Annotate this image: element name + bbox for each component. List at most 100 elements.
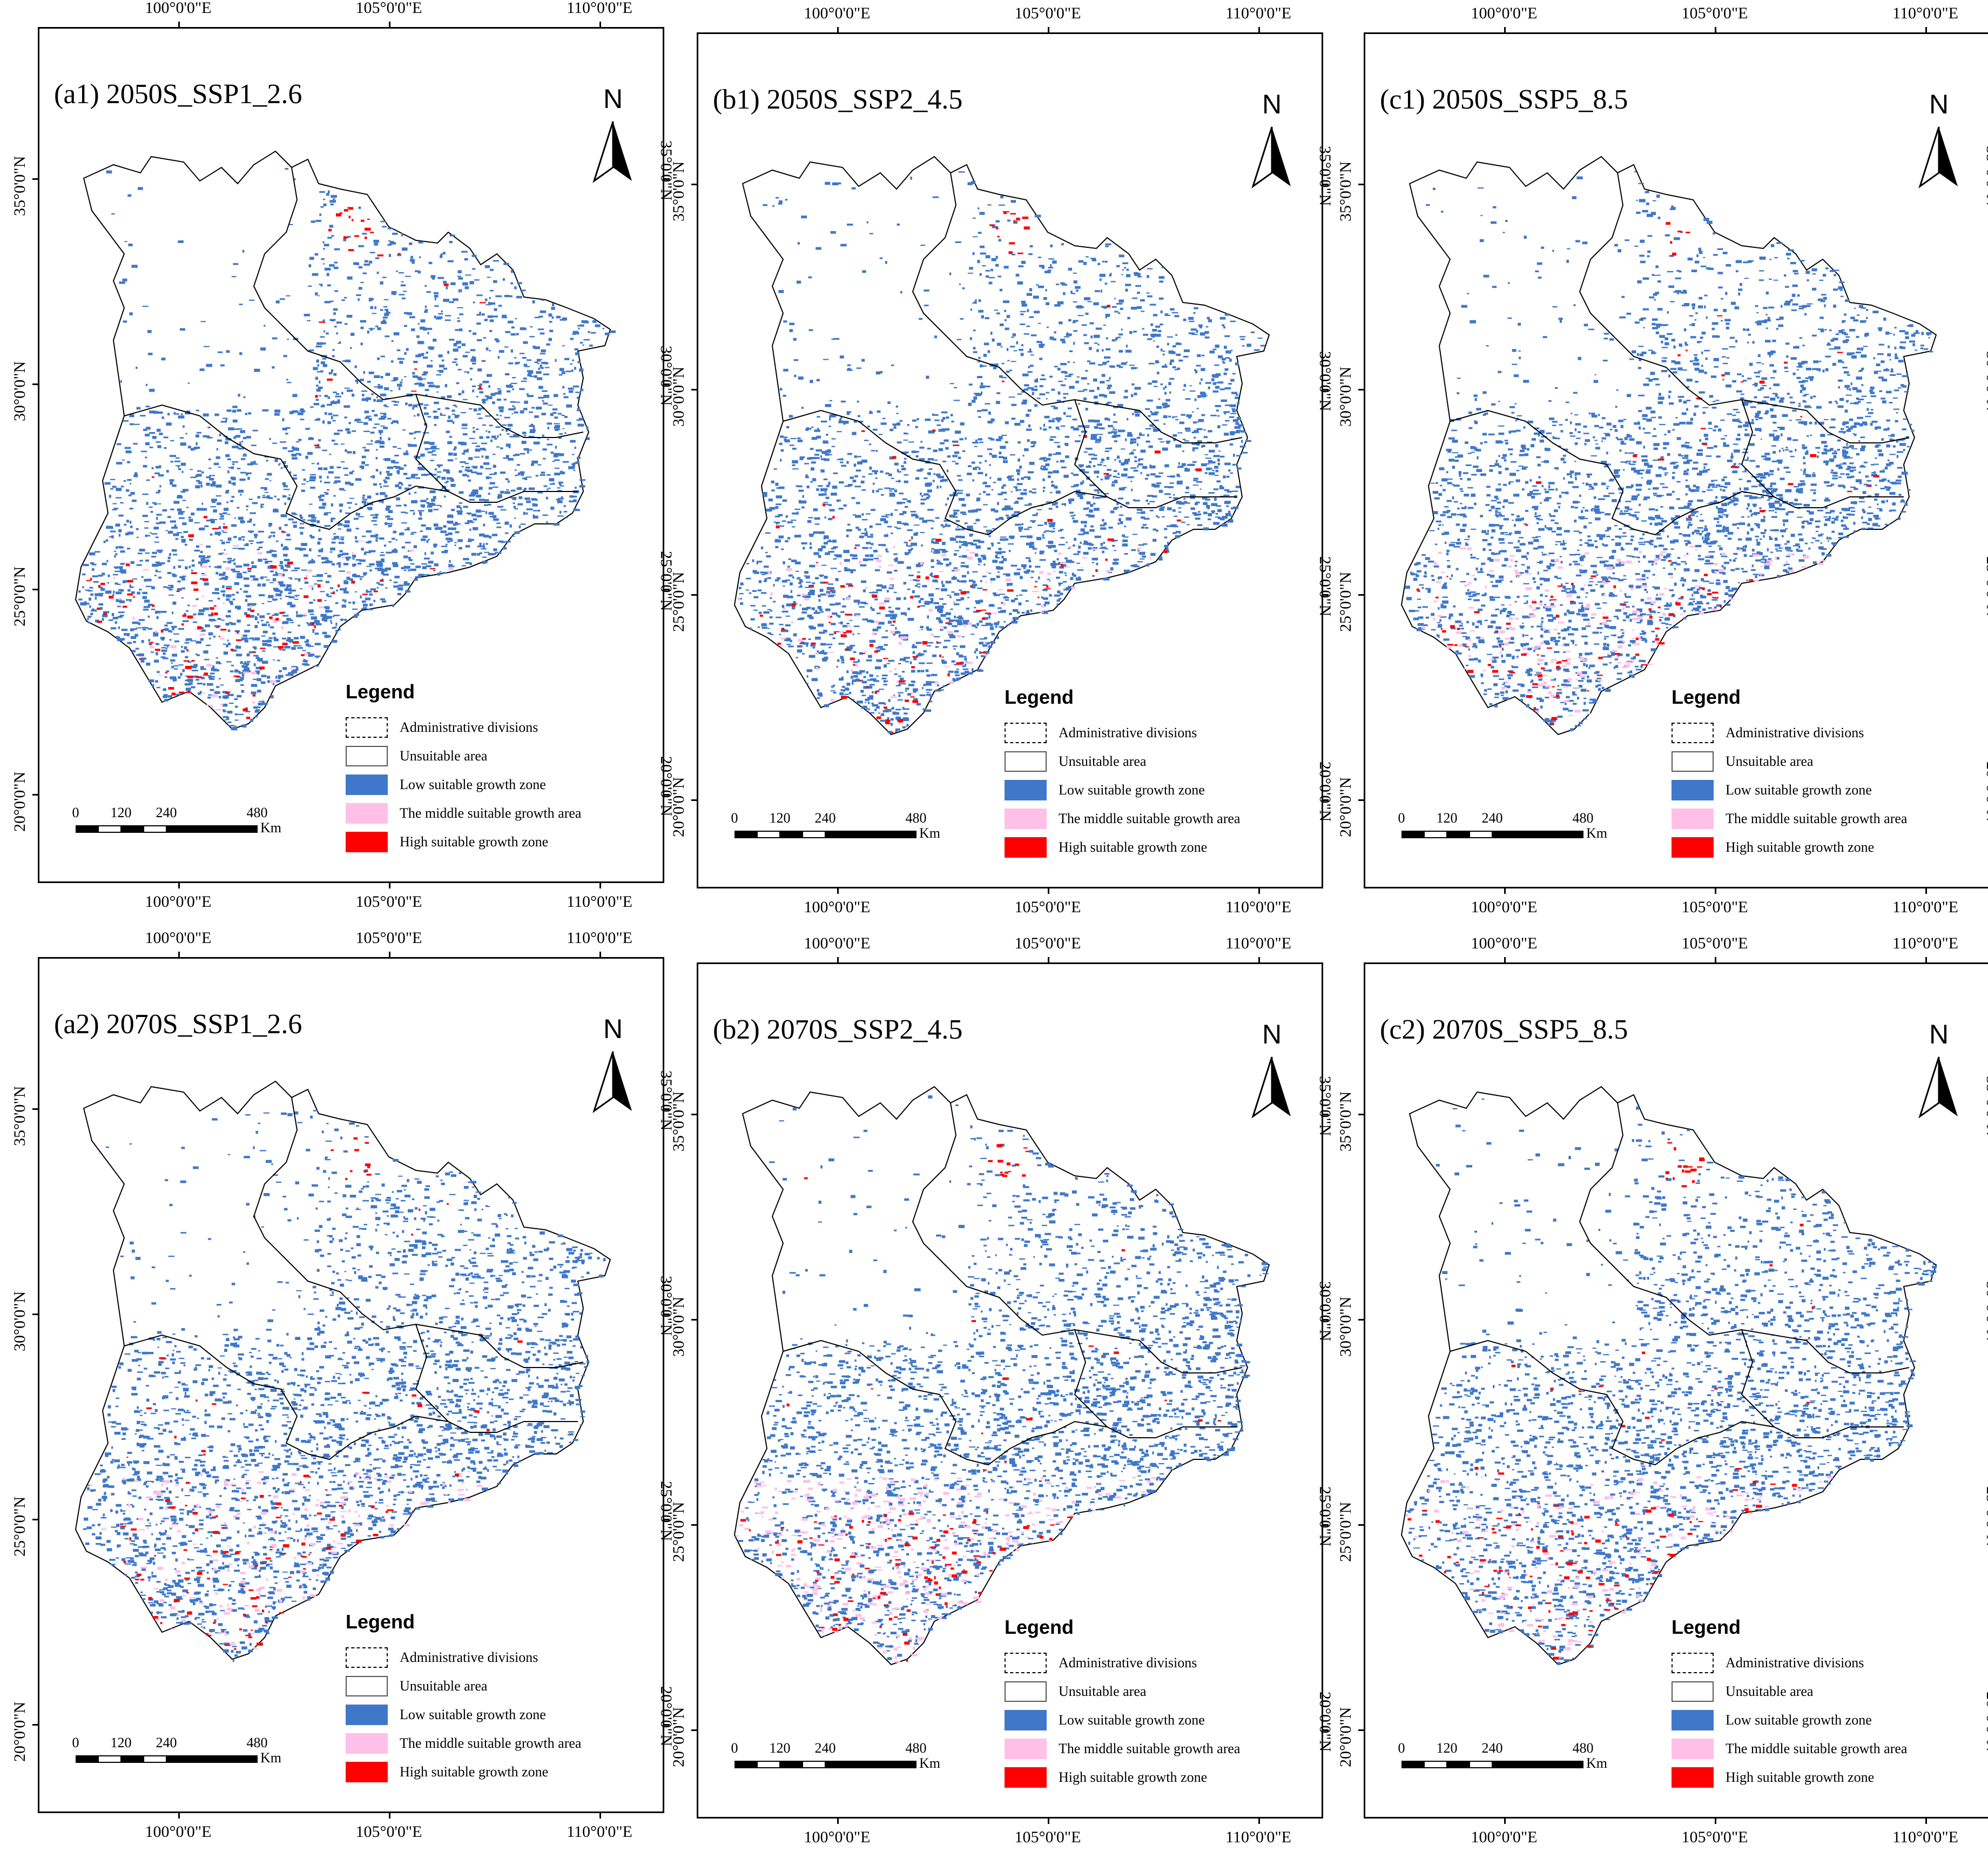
legend-label: High suitable growth zone: [400, 833, 549, 850]
legend-item: High suitable growth zone: [1005, 1763, 1307, 1792]
latitude-tick: [1322, 1524, 1329, 1526]
scale-tick-label: 120: [769, 810, 791, 826]
scale-bar: 0 120 240 480 Km: [1398, 810, 1628, 843]
latitude-tick: [1358, 1114, 1365, 1115]
scale-tick-label: 240: [156, 1735, 177, 1750]
longitude-label-bottom: 100°0'0"E: [804, 1828, 871, 1846]
legend-swatch: [346, 1761, 388, 1782]
legend-item: The middle suitable growth area: [1005, 1734, 1307, 1763]
latitude-tick: [663, 1108, 670, 1110]
legend-label: Administrative divisions: [400, 719, 538, 735]
legend-item: Unsuitable area: [1005, 747, 1307, 776]
legend-swatch: [346, 1733, 388, 1754]
legend-label: High suitable growth zone: [1059, 839, 1208, 855]
legend-label: The middle suitable growth area: [1059, 810, 1241, 826]
longitude-tick: [1925, 27, 1927, 33]
scale-tick-label: 120: [110, 1735, 132, 1750]
scale-bar-graphic: [76, 825, 258, 833]
longitude-tick: [1504, 887, 1506, 894]
legend-title: Legend: [1005, 1616, 1074, 1638]
latitude-label-left: 20°0'0"N: [11, 1701, 29, 1762]
map-panel-b1: 100°0'0"E 100°0'0"E 105°0'0"E 105°0'0"E 110°…: [670, 4, 1334, 916]
legend-swatch: [1005, 1681, 1047, 1702]
legend-swatch: [1672, 808, 1714, 829]
scale-unit: Km: [260, 820, 281, 836]
longitude-tick: [837, 27, 839, 33]
legend-item: High suitable growth zone: [1005, 833, 1307, 861]
legend-label: Unsuitable area: [400, 1678, 488, 1694]
latitude-label-left: 25°0'0"N: [1337, 571, 1354, 632]
latitude-label-left: 35°0'0"N: [670, 161, 688, 221]
legend-swatch: [1005, 1767, 1047, 1788]
legend-label: Administrative divisions: [1059, 724, 1197, 740]
legend-title: Legend: [1672, 686, 1741, 708]
admin-boundary: [124, 1334, 352, 1460]
north-arrow-icon: N: [1918, 89, 1958, 188]
longitude-label-bottom: 110°0'0"E: [1892, 898, 1958, 916]
latitude-label-left: 20°0'0"N: [670, 777, 688, 837]
longitude-label-top: 110°0'0"E: [1225, 934, 1291, 952]
scale-tick-label: 0: [1398, 810, 1405, 826]
admin-boundary: [351, 485, 578, 514]
longitude-label-top: 100°0'0"E: [1471, 934, 1538, 952]
latitude-tick: [1358, 184, 1365, 185]
latitude-tick: [1322, 184, 1329, 185]
longitude-label-bottom: 100°0'0"E: [145, 1823, 212, 1841]
legend: Legend Administrative divisions Unsuitable…: [1672, 1616, 1974, 1792]
longitude-label-top: 110°0'0"E: [1892, 934, 1958, 952]
legend: Legend Administrative divisions Unsuitable…: [346, 681, 648, 856]
scale-bar-graphic: [734, 831, 916, 838]
legend-item: Unsuitable area: [346, 742, 648, 770]
map-panel-c1: 100°0'0"E 100°0'0"E 105°0'0"E 105°0'0"E 110°…: [1337, 4, 1988, 916]
scale-tick-label: 0: [72, 1735, 79, 1750]
suitability-cells: [1405, 171, 1933, 731]
longitude-tick: [1048, 957, 1049, 964]
legend-label: High suitable growth zone: [1059, 1769, 1208, 1785]
legend-item: Unsuitable area: [346, 1672, 648, 1700]
latitude-tick: [1358, 389, 1365, 390]
legend-swatch: [1672, 1767, 1714, 1788]
low-suitable-cells: [1406, 1098, 1937, 1665]
longitude-tick: [837, 1817, 839, 1824]
longitude-label-top: 100°0'0"E: [1471, 4, 1538, 22]
latitude-label-left: 25°0'0"N: [670, 571, 688, 632]
legend-swatch: [346, 803, 388, 824]
latitude-label-left: 35°0'0"N: [1337, 161, 1354, 221]
admin-boundary: [1676, 490, 1904, 519]
longitude-label-bottom: 110°0'0"E: [1892, 1828, 1958, 1846]
admin-boundary: [351, 1415, 578, 1444]
scale-bar-graphic: [76, 1755, 258, 1763]
longitude-label-top: 105°0'0"E: [355, 0, 422, 17]
longitude-tick: [389, 882, 390, 888]
legend-swatch: [346, 1675, 388, 1696]
longitude-label-top: 105°0'0"E: [1014, 934, 1081, 952]
latitude-tick: [1358, 1729, 1365, 1731]
longitude-label-top: 100°0'0"E: [145, 929, 212, 947]
scale-bar-graphic: [1401, 1761, 1583, 1768]
legend-label: Unsuitable area: [400, 747, 488, 764]
legend-item: Unsuitable area: [1672, 747, 1974, 776]
north-label: N: [1929, 89, 1949, 119]
legend-swatch: [346, 774, 388, 795]
scale-bar: 0 120 240 480 Km: [72, 1735, 302, 1767]
legend-label: Unsuitable area: [1726, 1683, 1814, 1699]
legend-swatch: [1672, 837, 1714, 858]
longitude-label-bottom: 100°0'0"E: [1471, 898, 1538, 916]
legend-label: The middle suitable growth area: [400, 1735, 582, 1751]
legend-item: High suitable growth zone: [1672, 1763, 1974, 1792]
legend-item: Administrative divisions: [1672, 718, 1974, 747]
legend-item: The middle suitable growth area: [346, 799, 648, 827]
legend-swatch: [1005, 837, 1047, 858]
longitude-label-top: 105°0'0"E: [1681, 4, 1748, 22]
legend-item: Administrative divisions: [1672, 1648, 1974, 1677]
legend-label: The middle suitable growth area: [1059, 1740, 1241, 1756]
latitude-tick: [32, 1724, 39, 1726]
scale-tick-label: 240: [1481, 810, 1503, 826]
latitude-tick: [1322, 1729, 1329, 1731]
admin-boundary: [1806, 1340, 1910, 1373]
legend-swatch: [1005, 1709, 1047, 1730]
legend-swatch: [1005, 751, 1047, 772]
latitude-tick: [663, 1519, 670, 1520]
longitude-tick: [178, 22, 180, 28]
suitability-cells: [83, 1110, 606, 1662]
